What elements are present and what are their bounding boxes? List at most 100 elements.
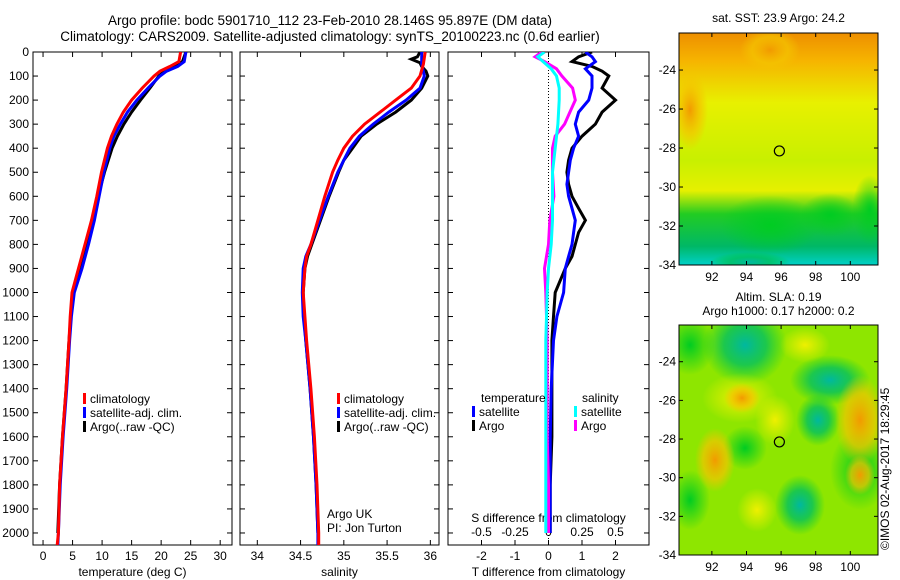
legend-heading-temperature: temperature [481, 391, 546, 405]
temperature-line-0 [55, 52, 183, 545]
sla-high [755, 395, 795, 445]
sla-high [724, 383, 760, 413]
y-tick-label: 1300 [2, 358, 29, 372]
y-tick-label: 100 [9, 69, 29, 83]
argo-uk-label: Argo UK [327, 507, 372, 521]
legend-swatch [337, 421, 340, 432]
float-position-marker [773, 436, 785, 448]
x-tick-label: 25 [184, 549, 198, 563]
sst-map: 92 94 96 98 100 -24 -26 -28 -30 -32 -34 [659, 32, 879, 284]
map-y-tick-label: -24 [659, 355, 677, 369]
sst-cool-patch [800, 193, 860, 237]
map-y-tick-label: -34 [659, 548, 677, 562]
x-axis-label: temperature (deg C) [78, 565, 186, 579]
y-tick-label: 1900 [2, 502, 29, 516]
x-tick-label: 36 [424, 549, 438, 563]
sst-cool-patch [710, 252, 790, 265]
x-tick-label: 5 [69, 549, 76, 563]
map-x-tick-label: 98 [809, 270, 823, 284]
legend-swatch [472, 406, 475, 417]
x-tick-label: 34.5 [289, 549, 313, 563]
x-tick-label: 30 [214, 549, 228, 563]
legend-label: Argo [479, 419, 505, 433]
legend-swatch [83, 393, 86, 404]
legend-label: satellite [581, 405, 622, 419]
x-tick-label: 35.5 [375, 549, 399, 563]
sla-low [775, 475, 825, 535]
map-x-tick-label: 92 [705, 270, 719, 284]
x-tick-label: 0 [40, 549, 47, 563]
y-tick-label: 1100 [3, 310, 29, 324]
sla-high [695, 428, 735, 492]
x-tick-label: -2 [476, 549, 487, 563]
legend-label: satellite-adj. clim. [344, 406, 436, 420]
map-y-tick-label: -24 [659, 63, 677, 77]
legend-swatch [337, 393, 340, 404]
map-y-tick-label: -26 [659, 102, 677, 116]
y-tick-label: 1400 [2, 382, 29, 396]
salinity-line-0 [301, 52, 427, 545]
x-tick-label: 34 [251, 549, 265, 563]
y-tick-label: 0 [22, 45, 29, 59]
x-tick-label: 20 [154, 549, 168, 563]
y-tick-label: 200 [9, 93, 29, 107]
sst-warm-patch [679, 70, 708, 150]
legend-label: Argo(..raw -QC) [90, 420, 175, 434]
map-y-tick-label: -34 [659, 258, 677, 272]
x-axis-label: salinity [321, 565, 358, 579]
map-y-tick-label: -28 [659, 432, 677, 446]
sla-high [835, 375, 878, 465]
legend-swatch [337, 407, 340, 418]
legend-label: satellite [479, 405, 520, 419]
sst-cool-patch [720, 195, 820, 255]
map-y-tick-label: -28 [659, 141, 677, 155]
map-x-tick-label: 94 [740, 560, 754, 574]
y-tick-label: 1600 [2, 430, 29, 444]
sla-low [703, 325, 787, 385]
x-tick-label: 1 [579, 549, 586, 563]
imos-timestamp: ©IMOS 02-Aug-2017 18:29:45 [878, 387, 892, 550]
legend-label: climatology [90, 392, 150, 406]
legend-label: Argo(..raw -QC) [344, 420, 429, 434]
legend-label: Argo [581, 419, 607, 433]
x-tick-label: 35 [337, 549, 351, 563]
difference-line-2 [535, 52, 561, 533]
y-tick-label: 900 [9, 261, 29, 275]
sst-map-title: sat. SST: 23.9 Argo: 24.2 [712, 11, 845, 25]
map-frame [678, 32, 879, 266]
sla-low [796, 394, 840, 446]
map-y-tick-label: -26 [659, 393, 677, 407]
map-x-tick-label: 92 [705, 560, 719, 574]
map-y-tick-label: -32 [659, 219, 677, 233]
x-tick-label: 15 [125, 549, 139, 563]
y-tick-label: 1500 [2, 406, 29, 420]
s-tick-label: -0.25 [501, 525, 529, 539]
sla-high [780, 327, 830, 363]
sla-map-title-line2: Argo h1000: 0.17 h2000: 0.2 [702, 304, 855, 318]
legend-swatch [83, 407, 86, 418]
sst-warm-patch [740, 33, 800, 72]
map-y-tick-label: -32 [659, 509, 677, 523]
map-y-tick-label: -30 [659, 180, 677, 194]
x-tick-label: 2 [612, 549, 619, 563]
sla-low [679, 470, 710, 530]
y-tick-label: 700 [9, 213, 29, 227]
y-tick-label: 300 [9, 117, 29, 131]
difference-panel: -2 -1 0 1 2 T difference from climatology -0.5… [447, 51, 650, 579]
map-x-tick-label: 98 [809, 560, 823, 574]
y-tick-label: 1800 [2, 478, 29, 492]
sla-map: 92 94 96 98 100 -24 -26 -28 -30 -32 -34 [659, 324, 879, 574]
pi-label: PI: Jon Turton [327, 521, 402, 535]
legend-heading-salinity: salinity [582, 391, 619, 405]
sla-high [845, 455, 875, 495]
x-axis-label: T difference from climatology [472, 565, 626, 579]
map-x-tick-label: 100 [840, 270, 860, 284]
s-tick-label: 0.25 [570, 525, 594, 539]
temperature-panel: 0100200300400500600700800900100011001200… [2, 45, 233, 579]
plot-frame [239, 51, 440, 546]
x-tick-label: 0 [545, 549, 552, 563]
figure-title-line1: Argo profile: bodc 5901710_112 23-Feb-20… [107, 13, 553, 28]
y-tick-label: 400 [9, 141, 29, 155]
legend-swatch [574, 420, 577, 431]
